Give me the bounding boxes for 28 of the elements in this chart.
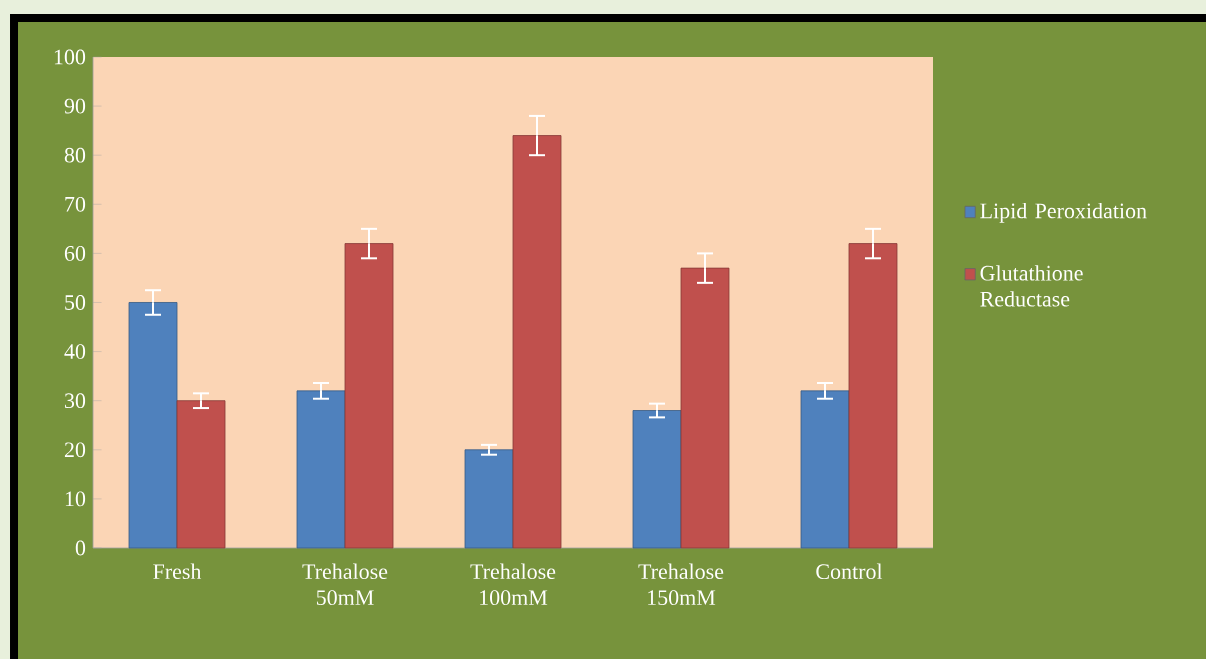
bar — [848, 243, 898, 549]
y-tick-label: 80 — [64, 147, 86, 163]
bar — [296, 390, 346, 549]
legend-label: Lipid Peroxidation — [980, 202, 1147, 223]
x-tick-label: Trehalose 50mM — [302, 563, 388, 606]
y-tick-label: 90 — [64, 98, 86, 114]
x-tick-label: Trehalose 100mM — [470, 563, 556, 606]
y-tick-label: 20 — [64, 442, 86, 458]
y-tick-label: 60 — [64, 245, 86, 261]
bar — [464, 449, 514, 549]
bar — [680, 267, 730, 549]
bar — [632, 410, 682, 549]
bar — [176, 400, 226, 549]
y-tick-label: 0 — [75, 540, 86, 556]
y-tick-label: 70 — [65, 196, 86, 212]
y-tick-label: 10 — [65, 491, 86, 507]
bar — [800, 390, 850, 549]
legend-label: Glutathione Reductase — [980, 265, 1083, 307]
x-tick-label: Trehalose 150mM — [638, 563, 724, 606]
x-tick-label: Fresh — [153, 563, 202, 580]
y-tick-label: 100 — [54, 49, 86, 65]
bar — [512, 135, 562, 549]
y-tick-label: 30 — [65, 393, 86, 409]
x-tick-label: Control — [816, 563, 883, 580]
y-tick-label: 50 — [65, 295, 86, 310]
bar — [344, 243, 394, 549]
y-tick-label: 40 — [64, 344, 86, 360]
bar — [128, 302, 178, 549]
